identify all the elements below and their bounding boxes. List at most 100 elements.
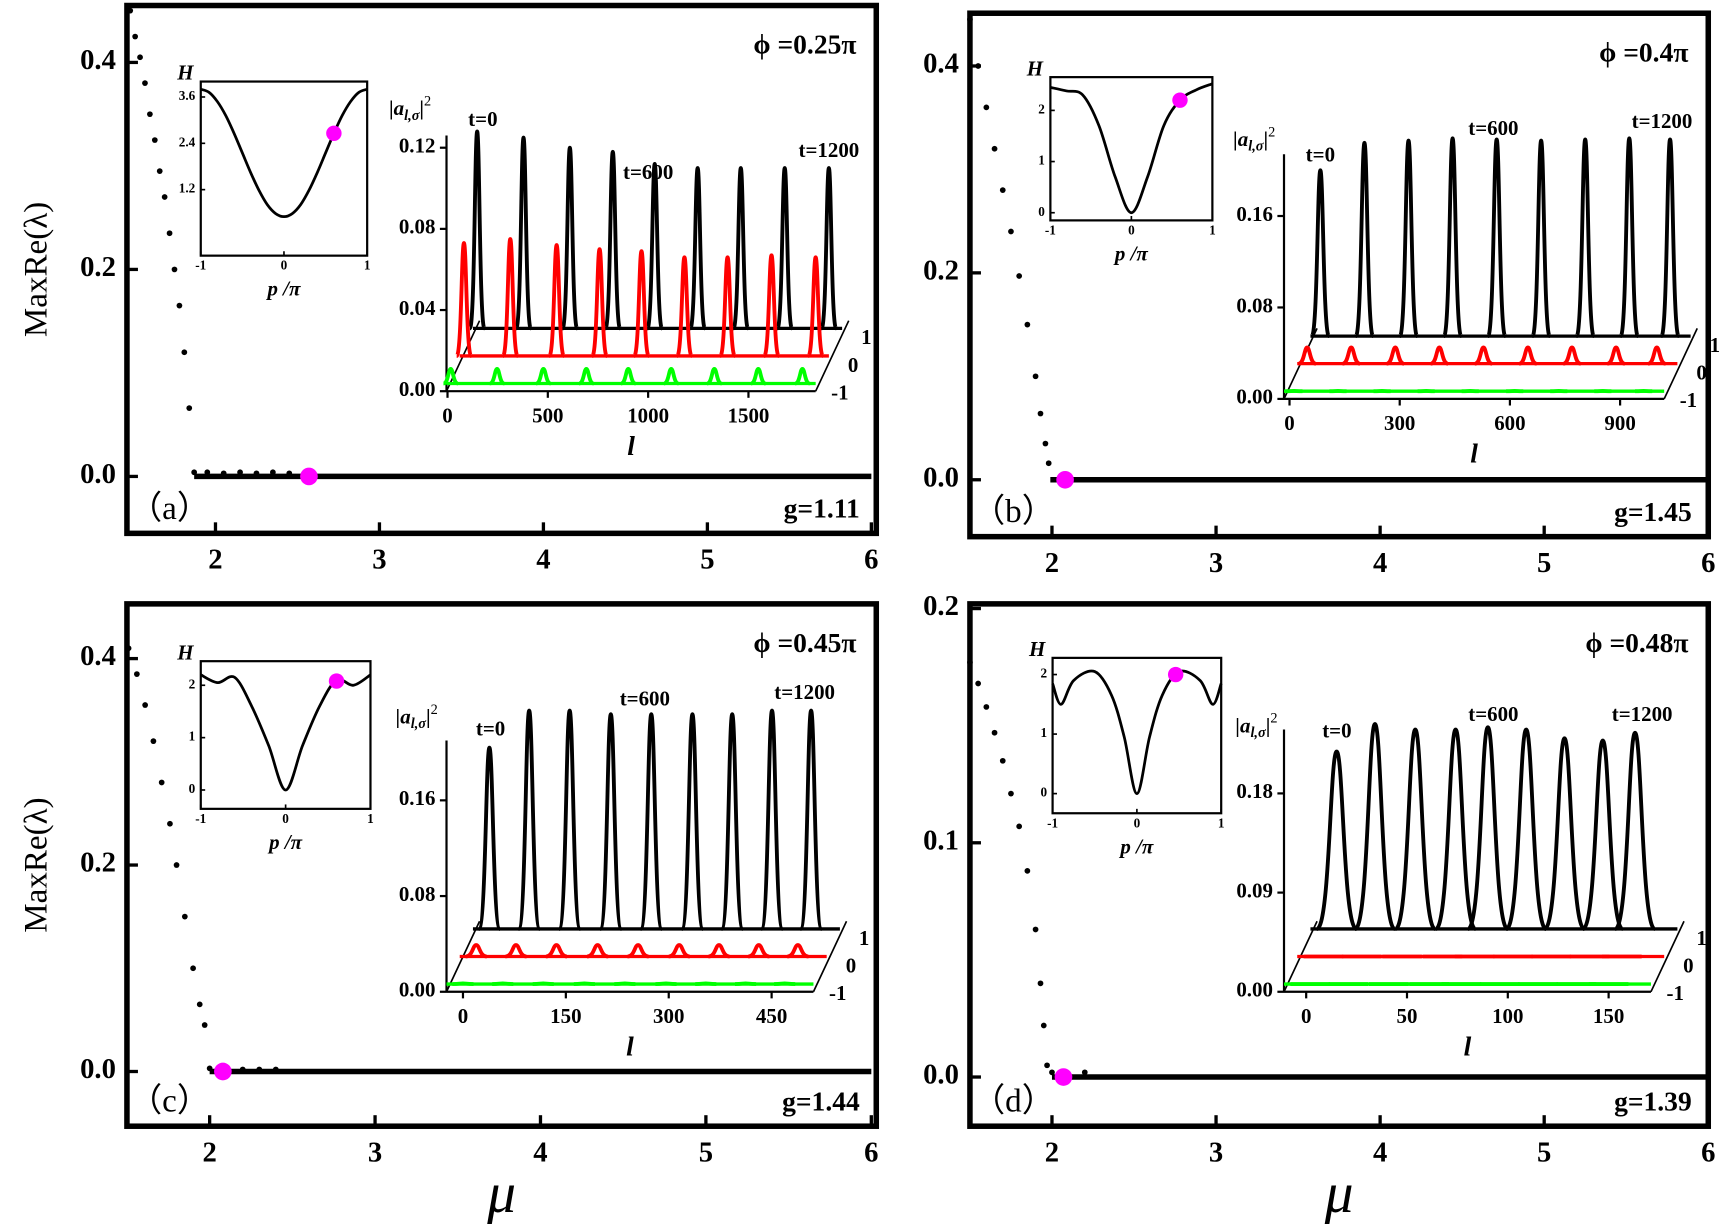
y-tick-label: 0.16 xyxy=(1236,202,1273,226)
y-label-part: l,σ xyxy=(404,108,421,124)
peak xyxy=(1504,727,1548,931)
x-tick-label: 1 xyxy=(364,258,371,273)
y-axis-label: MaxRe(λ) xyxy=(18,797,54,932)
x-tick-label: 0 xyxy=(1284,411,1294,435)
time-label: t=600 xyxy=(1468,116,1518,140)
dot xyxy=(173,862,180,868)
dot xyxy=(983,104,990,111)
y-tick-label: 0.08 xyxy=(399,882,436,906)
dot xyxy=(196,1001,203,1008)
dot xyxy=(967,16,973,23)
y-tick-label: 0.09 xyxy=(1236,878,1273,902)
peak xyxy=(675,255,694,358)
peak xyxy=(645,162,664,331)
peak xyxy=(1647,345,1667,366)
dot xyxy=(1016,273,1023,279)
dot xyxy=(1016,823,1023,830)
x-tick-label: -1 xyxy=(1045,222,1056,237)
peak xyxy=(614,981,636,986)
plot-frame xyxy=(967,601,1712,1129)
x-tick-label: 6 xyxy=(1701,547,1715,579)
peak xyxy=(774,981,796,986)
y-label-part: | xyxy=(1266,713,1271,737)
peak xyxy=(734,981,757,986)
x-tick-label: 600 xyxy=(1494,411,1525,435)
marker xyxy=(326,125,342,141)
x-tick-label: 0 xyxy=(442,403,452,427)
x-tick-label: 6 xyxy=(864,1136,878,1168)
time-label: t=600 xyxy=(1468,702,1518,726)
x-tick-label: 5 xyxy=(699,1136,713,1168)
dot xyxy=(158,779,165,786)
dot xyxy=(999,757,1006,764)
dot xyxy=(1049,1069,1055,1076)
y-label-part: l,σ xyxy=(411,716,428,732)
y-tick-label: 2.4 xyxy=(179,134,196,149)
x-axis-label: p /π xyxy=(265,277,301,301)
y-tick-label: 1 xyxy=(1038,153,1045,168)
x-tick-label: 5 xyxy=(1537,1136,1551,1168)
x-tick-label: 1 xyxy=(1209,222,1216,237)
x-tick-label: 6 xyxy=(1701,1136,1715,1168)
dot xyxy=(1008,790,1014,797)
depth-label: 0 xyxy=(1683,953,1693,977)
x-axis-label: p /π xyxy=(1118,834,1154,858)
x-axis-label: p /π xyxy=(267,830,303,854)
peak xyxy=(505,943,527,959)
y-tick-label: 1.2 xyxy=(179,181,196,196)
dot xyxy=(132,33,139,40)
peak xyxy=(1542,736,1587,931)
inset-frame xyxy=(1051,656,1223,815)
peak xyxy=(514,135,533,331)
peak xyxy=(560,145,580,331)
depth-label: -1 xyxy=(829,981,846,1005)
marker xyxy=(214,1062,232,1081)
peak xyxy=(501,237,520,358)
x-tick-label: 4 xyxy=(1373,547,1387,579)
peak xyxy=(1530,138,1552,339)
peak xyxy=(1442,136,1464,339)
x-tick-label: 4 xyxy=(533,1136,547,1168)
peak xyxy=(590,247,609,358)
y-label-part: |a xyxy=(1235,713,1250,737)
peak xyxy=(547,243,566,358)
time-label: t=1200 xyxy=(799,138,860,162)
peak xyxy=(1398,138,1420,339)
marker xyxy=(1172,92,1188,108)
y-tick-label: 2 xyxy=(189,676,196,691)
x-tick-label: 500 xyxy=(532,403,563,427)
peak xyxy=(620,366,637,386)
peak xyxy=(1562,345,1582,366)
peak xyxy=(1433,727,1478,931)
y-tick-label: 0.00 xyxy=(1236,385,1273,409)
depth-edge xyxy=(1663,328,1698,400)
dot xyxy=(127,7,134,14)
peak xyxy=(668,943,691,959)
x-tick-label: 2 xyxy=(208,544,222,576)
x-axis-label: μ xyxy=(1324,1162,1354,1225)
y-tick-label: 0.0 xyxy=(923,1059,959,1091)
x-tick-label: 3 xyxy=(1209,1136,1223,1168)
x-tick-label: 300 xyxy=(1384,411,1415,435)
y-axis-label: |al,σ|2 xyxy=(396,702,438,732)
peak xyxy=(655,981,677,986)
y-tick-label: 1 xyxy=(1040,725,1047,740)
dot xyxy=(999,187,1006,193)
depth-label: 1 xyxy=(1710,333,1720,357)
dot xyxy=(156,168,163,174)
y-label-part: |a xyxy=(389,96,404,120)
y-tick-label: 0.0 xyxy=(80,1053,116,1085)
peak xyxy=(1486,137,1508,339)
peak xyxy=(688,166,707,331)
y-tick-label: 0.00 xyxy=(399,377,436,401)
time-label: t=600 xyxy=(623,160,673,184)
peak xyxy=(532,981,554,986)
depth-label: -1 xyxy=(1680,388,1697,412)
peak xyxy=(454,241,474,358)
x-tick-label: 5 xyxy=(700,544,714,576)
dot xyxy=(1040,1022,1047,1029)
dot xyxy=(181,913,188,920)
panel-label: （a） xyxy=(129,491,210,527)
x-tick-label: -1 xyxy=(195,258,206,273)
dot xyxy=(151,137,158,143)
